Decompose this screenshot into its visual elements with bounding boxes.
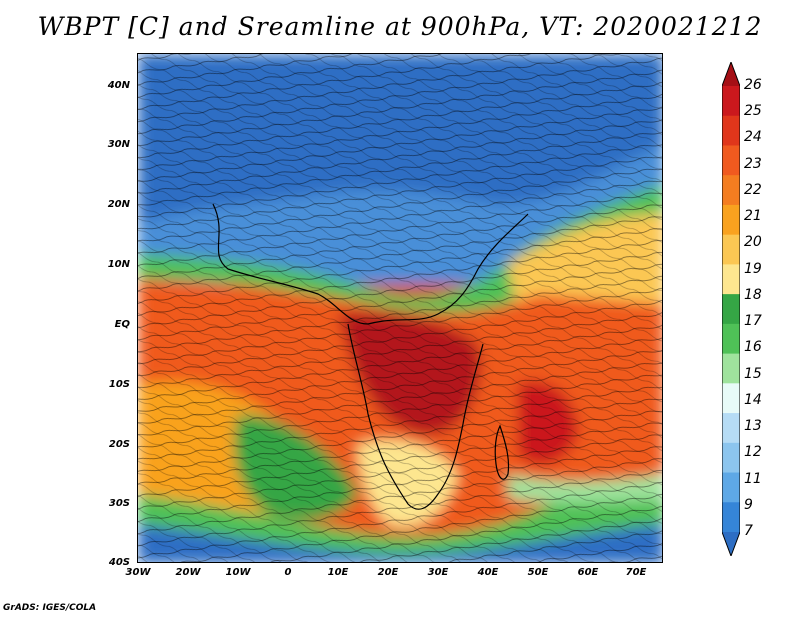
lon-label: 30E [427,567,449,578]
colorbar-label: 24 [744,129,762,146]
colorbar [722,62,740,556]
colorbar-cell [722,442,740,474]
colorbar-cell [722,383,740,414]
lon-label: 60E [577,567,599,578]
colorbar-cell [722,204,740,236]
colorbar-label: 22 [744,181,762,198]
colorbar-label: 12 [744,444,762,461]
lon-label: 20E [377,567,399,578]
lat-label: 10N [107,259,130,270]
wbpt-streamline-field [138,54,662,562]
colorbar-label: 7 [744,523,753,539]
lon-label: 40E [477,567,499,578]
lon-label: 20W [175,567,201,578]
lat-label: EQ [114,319,130,330]
colorbar-label: 9 [744,496,753,513]
colorbar-label: 17 [744,313,762,330]
colorbar-cell [722,234,740,265]
colorbar-cell [722,353,740,384]
lon-label: 70E [625,567,647,578]
lat-label: 40N [107,80,130,91]
colorbar-cell [722,145,740,176]
colorbar-cell [722,175,740,206]
colorbar-label: 26 [744,77,762,93]
lat-label: 20N [107,199,130,210]
lat-label: 30S [108,498,130,509]
lon-label: 30W [125,567,151,578]
credit-footer: GrADS: IGES/COLA [3,603,97,613]
map-title: WBPT [C] and Sreamline at 900hPa, VT: 20… [37,12,763,41]
colorbar-label: 15 [744,365,762,382]
colorbar-label: 14 [744,391,762,408]
colorbar-cap-bottom [722,532,740,556]
lat-label: 30N [107,139,130,150]
colorbar-label: 18 [744,286,762,303]
colorbar-cell [722,472,740,503]
colorbar-label: 19 [744,260,762,277]
colorbar-label: 16 [744,339,762,356]
colorbar-cell [722,86,740,117]
coastlines [212,203,529,510]
colorbar-cell [722,264,740,295]
colorbar-cell [722,115,740,146]
lon-label: 0 [284,567,292,578]
colorbar-label: 25 [744,103,762,120]
lat-label: 10S [108,379,130,390]
lat-label: 40S [108,557,130,568]
colorbar-label: 21 [744,208,762,225]
colorbar-label: 13 [744,418,762,435]
colorbar-cap-top [722,62,740,86]
lon-label: 10W [225,567,251,578]
colorbar-label: 20 [744,234,762,251]
colorbar-cell [722,413,740,444]
map-plot [137,53,663,563]
lat-label: 20S [108,439,130,450]
colorbar-cell [722,502,740,533]
colorbar-label: 23 [744,155,762,172]
lon-label: 50E [527,567,549,578]
colorbar-cell [722,323,740,355]
colorbar-label: 11 [744,470,762,487]
lon-label: 10E [327,567,349,578]
colorbar-cell [722,294,740,325]
